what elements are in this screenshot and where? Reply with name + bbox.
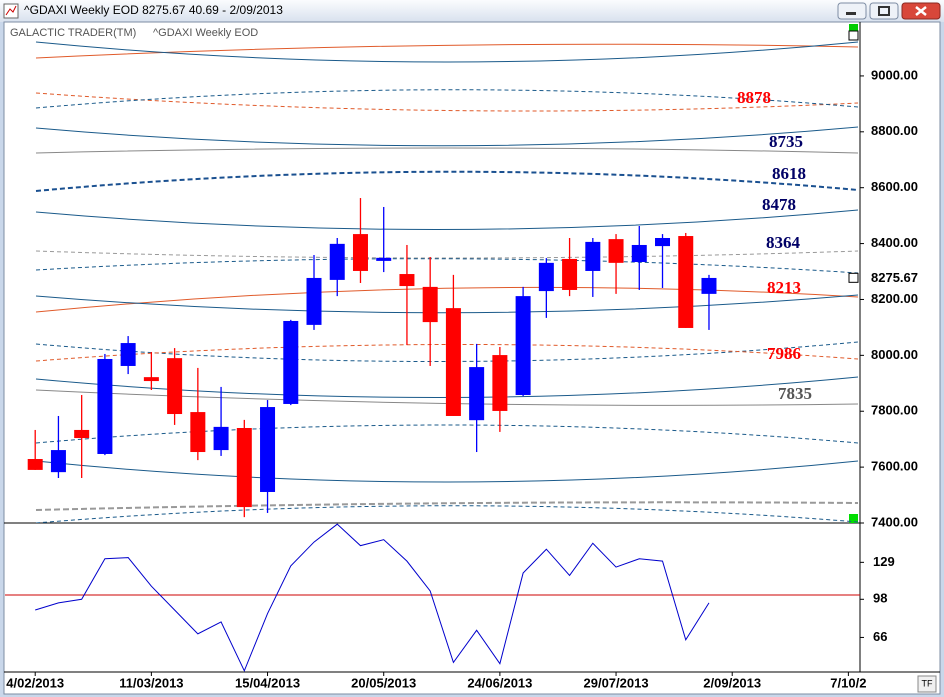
y-tick-label: 9000.00: [871, 67, 918, 82]
candle-body: [97, 358, 113, 454]
candle-body: [445, 308, 461, 416]
top-box: [848, 30, 859, 41]
x-tick-label: 29/07/2013: [584, 675, 649, 690]
oscillator-line: [35, 523, 710, 673]
x-tick-label: 4/02/2013: [6, 675, 64, 690]
level-annotation: 8364: [766, 233, 801, 252]
candle-body: [678, 236, 694, 328]
candle-body: [27, 459, 43, 470]
y-tick-label: 8200.00: [871, 291, 918, 306]
x-tick-label: 24/06/2013: [467, 675, 532, 690]
candle-body: [655, 237, 671, 247]
bottom-marker: [849, 514, 858, 523]
candle-body: [492, 355, 508, 411]
close-glyph: [915, 6, 927, 16]
window-title: ^GDAXI Weekly EOD 8275.67 40.69 - 2/09/2…: [24, 3, 283, 17]
y-tick-label: 129: [873, 554, 895, 569]
candle-body: [585, 241, 601, 271]
level-annotation: 8478: [762, 195, 796, 214]
candle-body: [50, 450, 66, 473]
candle-body: [329, 243, 345, 280]
candle-body: [74, 429, 90, 439]
level-annotation: 8618: [772, 164, 806, 183]
candle-body: [143, 377, 159, 382]
candle-body: [515, 296, 531, 396]
chart-area: [3, 21, 941, 695]
level-annotation: 7835: [778, 384, 812, 403]
y-tick-label: 7400.00: [871, 514, 918, 529]
y-tick-label: 8000.00: [871, 347, 918, 362]
candle-body: [469, 367, 485, 421]
symbol-name: ^GDAXI Weekly EOD: [153, 27, 258, 39]
level-annotation: 8878: [737, 88, 771, 107]
candle-body: [167, 358, 183, 415]
candle-body: [701, 277, 717, 294]
candle-body: [283, 320, 299, 404]
x-tick-label: 20/05/2013: [351, 675, 416, 690]
candle-body: [190, 412, 206, 453]
level-annotation: 7986: [767, 344, 801, 363]
app-icon-glyph: [5, 5, 17, 16]
candle-body: [260, 407, 276, 492]
title-bar: [0, 0, 944, 22]
top-marker: [849, 24, 858, 33]
indicator-name: GALACTIC TRADER(TM): [10, 27, 136, 39]
candle-body: [352, 234, 368, 271]
x-tick-label: 15/04/2013: [235, 675, 300, 690]
minimize-glyph: [846, 12, 856, 15]
candle-body: [631, 244, 647, 263]
candle-body: [306, 277, 322, 325]
restore-button[interactable]: [869, 2, 899, 20]
candle-body: [376, 257, 392, 261]
y-tick-label: 7800.00: [871, 403, 918, 418]
candle-body: [422, 286, 438, 323]
candle-body: [236, 427, 252, 508]
tf-button[interactable]: [917, 675, 937, 693]
candle-body: [399, 274, 415, 287]
y-tick-label: 8800.00: [871, 123, 918, 138]
tf-label: TF: [922, 678, 933, 688]
candle-body: [213, 426, 229, 451]
candle-body: [120, 343, 136, 366]
y-tick-label: 8400.00: [871, 235, 918, 250]
y-tick-label: 66: [873, 629, 887, 644]
minimize-button[interactable]: [837, 2, 867, 20]
level-annotation: 8213: [767, 278, 801, 297]
candle-body: [562, 258, 578, 290]
y-tick-label: 98: [873, 591, 887, 606]
x-tick-label: 11/03/2013: [119, 675, 183, 690]
last-price-box: [848, 272, 859, 283]
level-annotation: 8735: [769, 132, 803, 151]
last-price-label: 8275.67: [871, 270, 918, 285]
app-icon: [3, 3, 19, 19]
x-tick-label: 7/10/2: [830, 675, 866, 690]
candle-body: [538, 262, 554, 292]
y-tick-label: 7600.00: [871, 459, 918, 474]
x-tick-label: 2/09/2013: [703, 675, 761, 690]
y-tick-label: 8600.00: [871, 179, 918, 194]
candle-body: [608, 239, 624, 263]
restore-glyph: [878, 6, 890, 16]
